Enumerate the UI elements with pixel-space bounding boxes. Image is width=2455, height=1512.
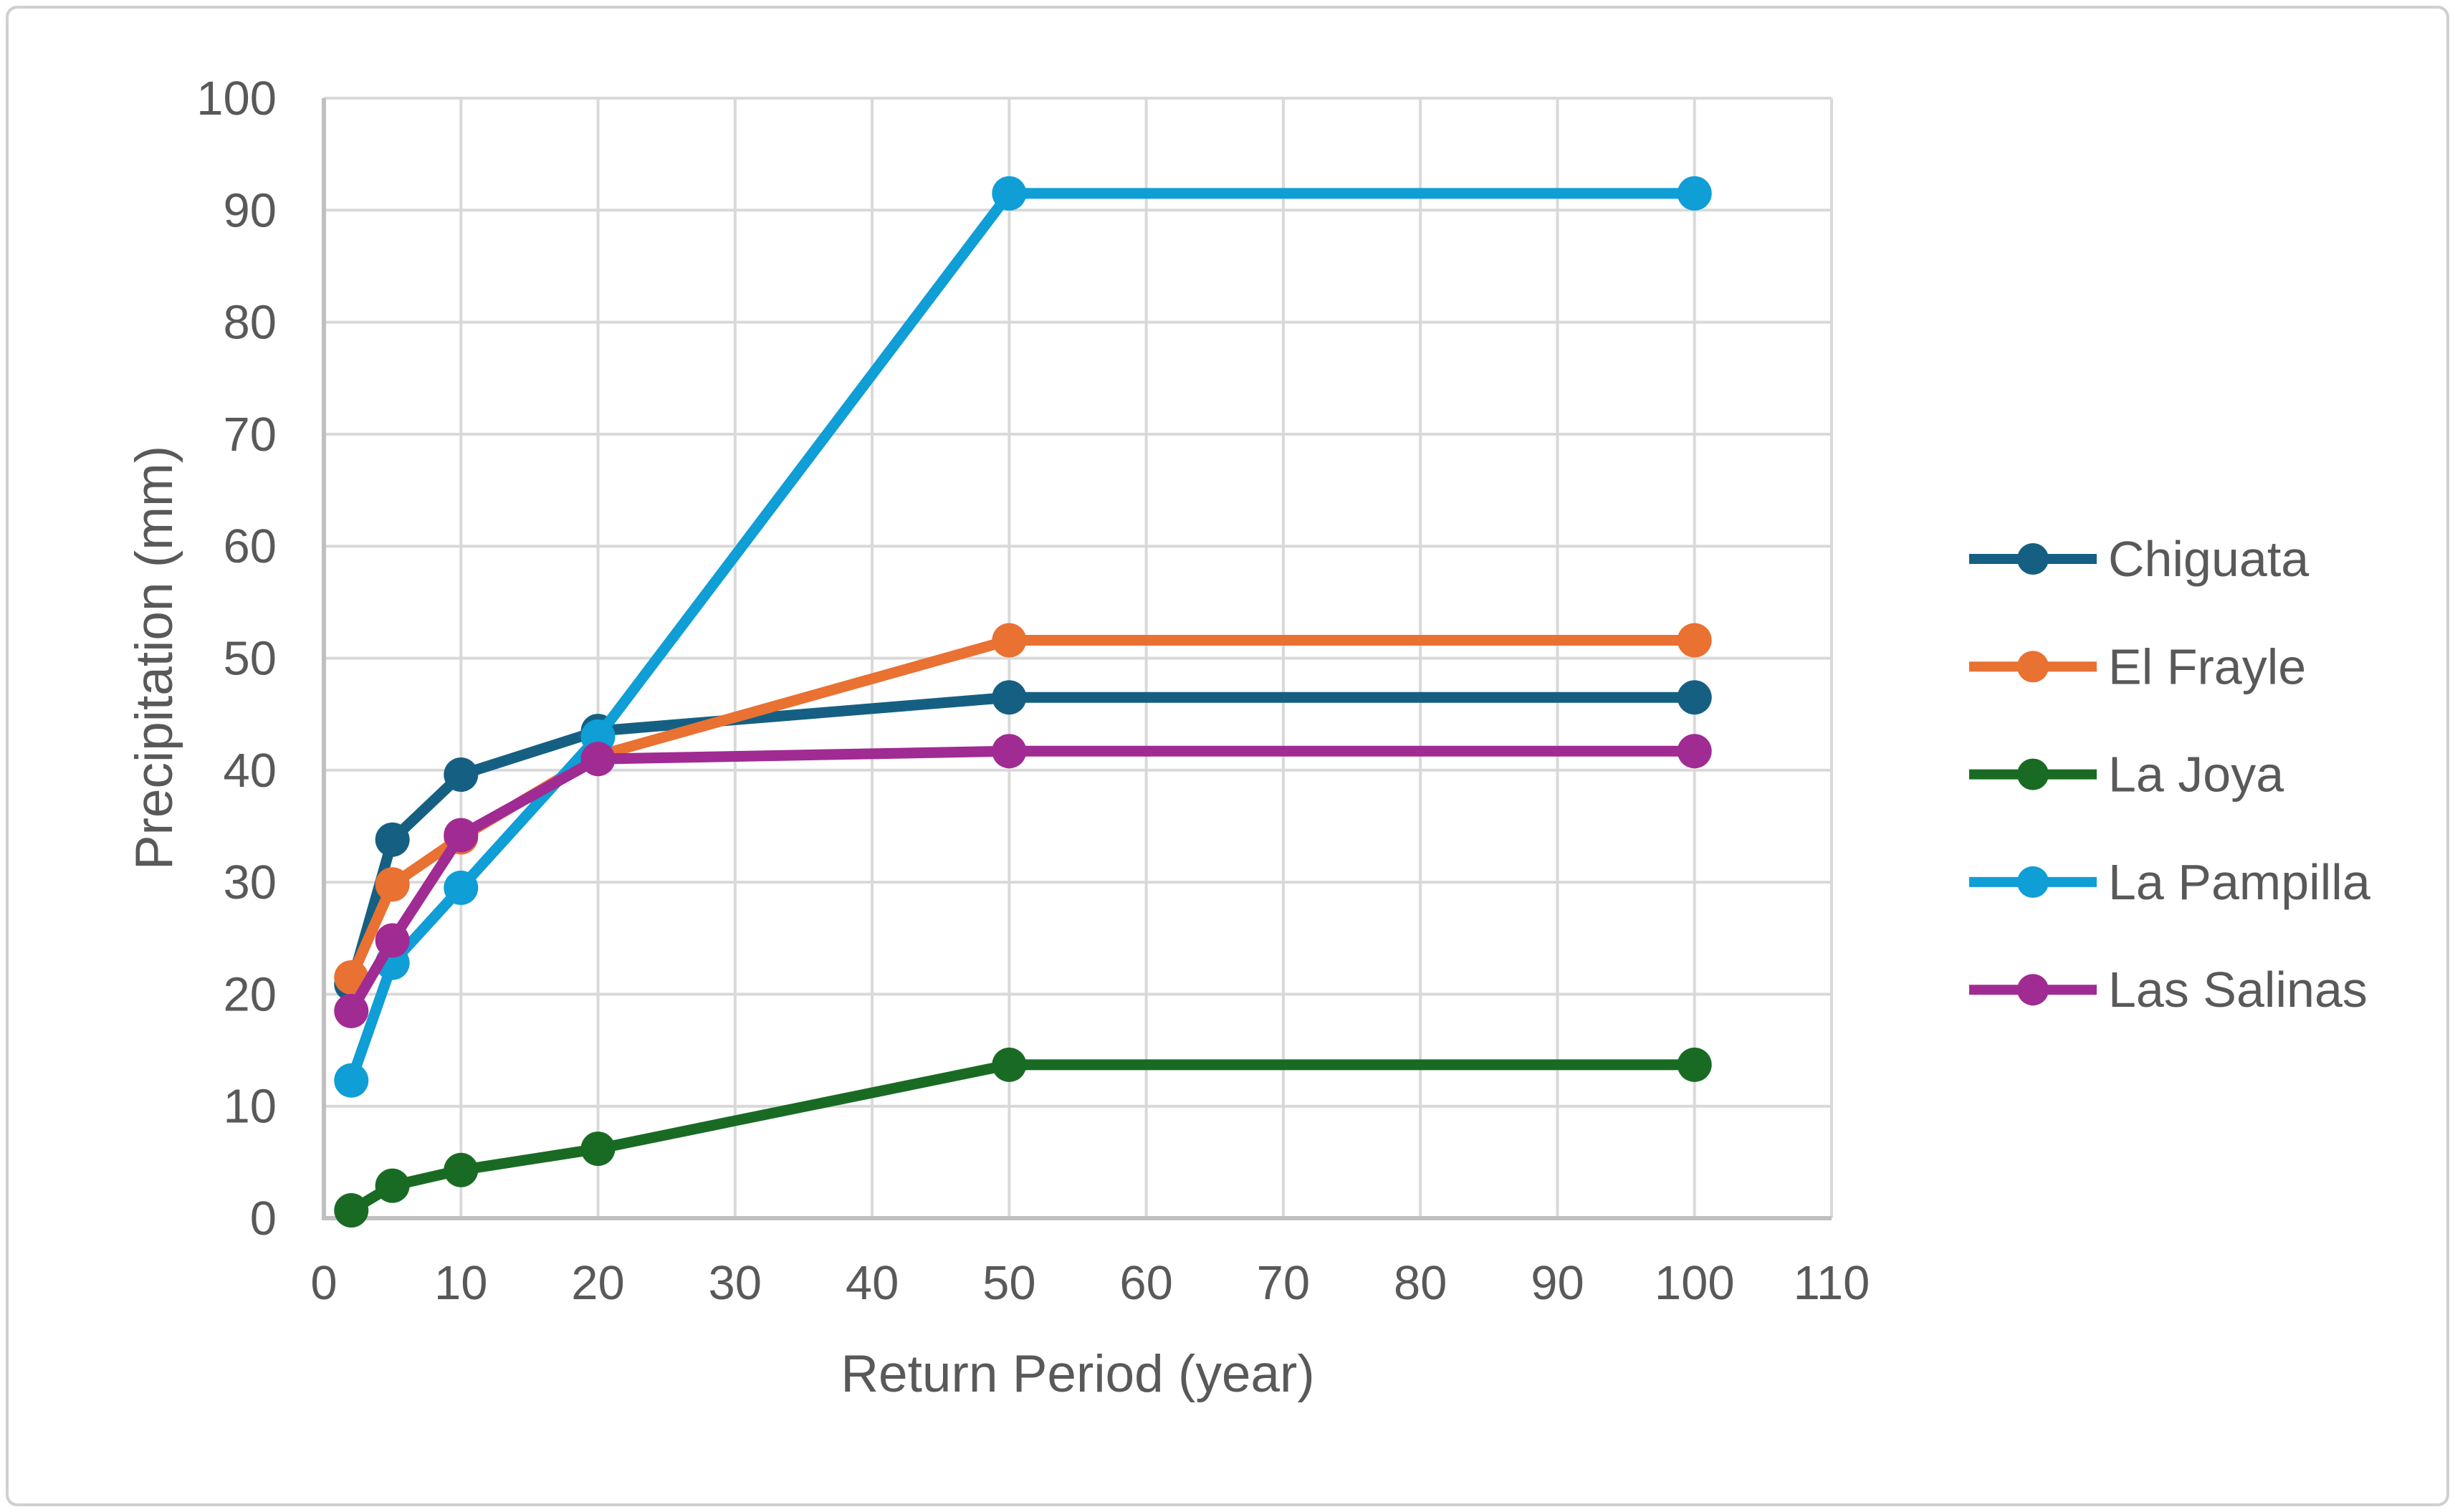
y-tick-label: 50 <box>223 632 277 686</box>
y-tick-label: 0 <box>250 1192 277 1245</box>
x-tick-label: 90 <box>1531 1256 1584 1310</box>
y-tick-label: 70 <box>223 408 277 461</box>
data-point <box>1677 734 1712 769</box>
data-point <box>580 1131 616 1167</box>
legend-label: La Pampilla <box>2108 854 2370 910</box>
legend-item-chiguata: Chiguata <box>1969 531 2309 587</box>
series-line <box>345 1059 1700 1216</box>
series-el-frayle <box>334 623 1712 995</box>
x-tick-label: 0 <box>310 1256 337 1310</box>
x-tick-label: 80 <box>1394 1256 1447 1310</box>
legend-label: El Frayle <box>2108 638 2306 694</box>
y-tick-label: 80 <box>223 296 277 350</box>
legend-item-las-salinas: Las Salinas <box>1969 962 2368 1018</box>
series-line <box>345 692 1700 990</box>
legend-marker-icon <box>2017 758 2049 790</box>
data-point <box>1677 176 1712 211</box>
data-point <box>375 1168 410 1203</box>
data-point <box>1677 1047 1712 1082</box>
legend-marker-icon <box>2017 974 2049 1006</box>
data-point <box>444 1152 479 1187</box>
legend-item-la-pampilla: La Pampilla <box>1969 854 2370 910</box>
data-point <box>992 1047 1027 1082</box>
data-point <box>375 923 410 958</box>
x-tick-label: 10 <box>434 1256 488 1310</box>
x-tick-label: 110 <box>1794 1256 1870 1310</box>
data-point <box>580 742 616 777</box>
legend-marker-icon <box>2017 866 2049 898</box>
y-tick-label: 40 <box>223 744 277 798</box>
y-tick-label: 60 <box>223 520 277 573</box>
axis-layer: 0 10 20 30 40 50 60 70 80 90 100 0 10 20 30 40 50 60 70 80 9… <box>196 72 1870 1310</box>
data-point <box>334 993 369 1028</box>
x-tick-label: 30 <box>709 1256 762 1310</box>
series-chiguata <box>334 680 1712 1002</box>
series-las-salinas <box>334 734 1712 1028</box>
legend-marker-icon <box>2017 651 2049 683</box>
legend-item-la-joya: La Joya <box>1969 747 2284 803</box>
x-tick-label: 50 <box>982 1256 1036 1310</box>
legend-item-el-frayle: El Frayle <box>1969 638 2306 694</box>
x-tick-label: 70 <box>1257 1256 1311 1310</box>
legend-label: La Joya <box>2108 747 2284 803</box>
data-point <box>992 176 1027 211</box>
data-point <box>1677 680 1712 715</box>
grid-layer <box>324 97 1833 1218</box>
data-point <box>1677 623 1712 658</box>
data-point <box>334 1063 369 1098</box>
y-tick-label: 90 <box>223 183 277 237</box>
x-axis-title: Return Period (year) <box>841 1345 1314 1403</box>
series-la-pampilla <box>334 176 1712 1098</box>
data-point <box>444 870 479 905</box>
data-point <box>444 757 479 793</box>
y-tick-label: 20 <box>223 967 277 1021</box>
series-la-joya <box>334 1047 1712 1228</box>
x-tick-label: 40 <box>846 1256 899 1310</box>
y-tick-label: 30 <box>223 856 277 909</box>
series-line <box>345 188 1700 1086</box>
data-point <box>992 734 1027 769</box>
legend-label: Chiguata <box>2108 531 2309 587</box>
x-tick-label: 100 <box>1655 1256 1735 1310</box>
data-point <box>992 623 1027 658</box>
y-tick-label: 100 <box>196 72 277 125</box>
x-tick-label: 60 <box>1119 1256 1173 1310</box>
y-tick-label: 10 <box>223 1080 277 1134</box>
y-axis-title: Precipitation (mm) <box>125 446 183 870</box>
data-point <box>334 1193 369 1228</box>
legend-marker-icon <box>2017 543 2049 575</box>
legend: Chiguata El Frayle La Joya La Pampilla Las S… <box>1969 531 2370 1018</box>
legend-label: Las Salinas <box>2108 962 2368 1018</box>
x-tick-label: 20 <box>571 1256 625 1310</box>
data-point <box>992 680 1027 715</box>
series-layer <box>334 176 1712 1228</box>
data-point <box>375 822 410 857</box>
data-point <box>375 867 410 902</box>
data-point <box>444 818 479 853</box>
